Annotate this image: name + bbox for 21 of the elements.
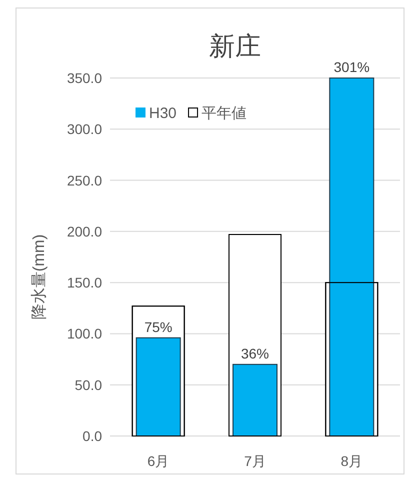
y-tick-label: 0.0: [82, 428, 102, 444]
legend-label: H30: [149, 105, 177, 122]
y-tick-label: 50.0: [74, 376, 102, 393]
y-tick-label: 150.0: [66, 274, 102, 291]
y-tick-label: 300.0: [66, 121, 102, 138]
y-tick-label: 100.0: [66, 326, 102, 342]
x-tick-label: 8月: [340, 453, 363, 469]
bar: [329, 78, 374, 436]
annotation: 301%: [334, 59, 370, 75]
annotation: 75%: [144, 318, 172, 335]
y-tick-label: 200.0: [66, 223, 102, 240]
bar: [136, 337, 181, 436]
annotation: 36%: [240, 345, 270, 362]
y-axis-title: 降水量(mm): [30, 234, 48, 320]
y-tick-label: 250.0: [66, 172, 102, 188]
bar: [232, 364, 278, 436]
x-tick-label: 7月: [244, 453, 266, 469]
legend-label: 平年値: [202, 105, 247, 122]
x-tick-label: 6月: [147, 453, 170, 469]
y-tick-label: 350.0: [66, 70, 102, 86]
chart-title: 新庄: [209, 31, 261, 61]
